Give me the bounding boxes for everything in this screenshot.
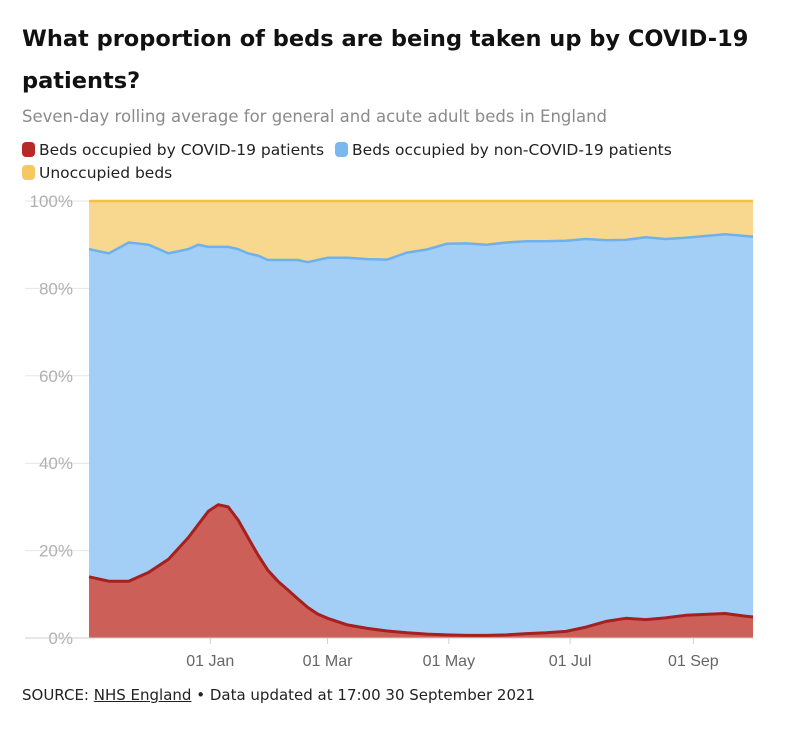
x-tick-label: 01 Jan (186, 653, 234, 670)
x-tick-label: 01 Sep (668, 653, 719, 670)
legend-label-non-covid: Beds occupied by non-COVID-19 patients (352, 141, 672, 159)
line-covid (88, 503, 754, 637)
stacked-area-chart: 0%20%40%60%80%100%01 Jan 01 Mar 01 May 01 J… (25, 192, 754, 670)
legend-label-covid: Beds occupied by COVID-19 patients (39, 141, 325, 159)
chart-subtitle: Seven-day rolling average for general an… (22, 107, 608, 126)
legend: Beds occupied by COVID-19 patients Beds … (22, 139, 782, 185)
source-prefix: SOURCE: (22, 686, 94, 704)
x-tick-label: 01 Jul (549, 653, 592, 670)
y-tick-label: 80% (39, 279, 73, 298)
source-note: SOURCE: NHS England • Data updated at 17… (22, 686, 535, 704)
x-tick-label: 01 Mar (303, 653, 353, 670)
legend-item-non-covid: Beds occupied by non-COVID-19 patients (335, 139, 672, 162)
chart-title: What proportion of beds are being taken … (22, 26, 749, 94)
yellow-swatch-icon (22, 165, 35, 180)
area-non-covid (89, 234, 753, 638)
area-covid (89, 504, 753, 638)
y-tick-label: 40% (39, 454, 73, 473)
y-tick-label: 20% (39, 542, 73, 561)
legend-item-unoccupied: Unoccupied beds (22, 162, 172, 185)
source-link[interactable]: NHS England (93, 686, 192, 704)
y-tick-label: 60% (39, 367, 73, 386)
y-tick-label: 100% (30, 192, 73, 211)
line-non-covid (88, 232, 754, 264)
blue-swatch-icon (335, 142, 349, 157)
x-tick-label: 01 May (423, 653, 475, 670)
red-swatch-icon (22, 142, 35, 157)
source-suffix: • Data updated at 17:00 30 September 202… (191, 686, 536, 704)
legend-item-covid: Beds occupied by COVID-19 patients (22, 139, 324, 162)
legend-label-unoccupied: Unoccupied beds (39, 164, 173, 182)
